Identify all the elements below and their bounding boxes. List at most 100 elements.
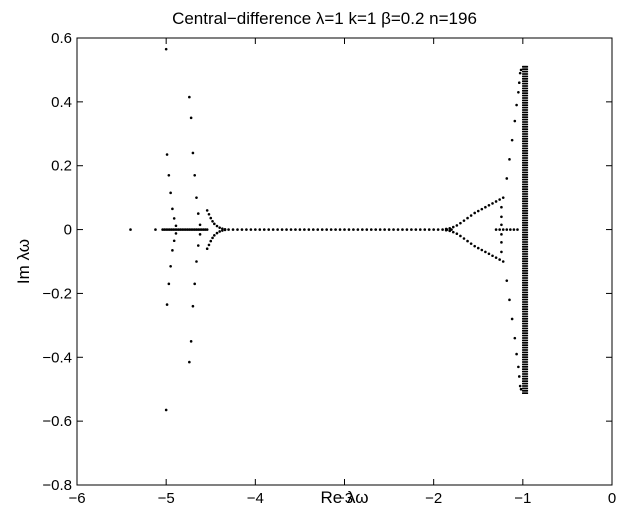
data-point <box>513 336 517 340</box>
data-point <box>249 228 253 231</box>
data-point <box>294 228 297 231</box>
data-point <box>168 228 172 231</box>
data-point <box>188 360 191 364</box>
data-point <box>498 258 501 261</box>
data-point <box>218 226 221 229</box>
data-point <box>207 212 211 216</box>
data-point <box>191 304 195 308</box>
data-point <box>501 196 505 199</box>
data-point <box>476 246 480 250</box>
data-point <box>423 228 427 231</box>
data-point <box>510 138 514 142</box>
data-point <box>172 217 176 220</box>
data-point <box>466 216 469 220</box>
data-point <box>254 228 257 231</box>
chart-title: Central−difference λ=1 k=1 β=0.2 n=196 <box>172 9 477 28</box>
data-point <box>205 209 209 212</box>
data-point <box>512 228 516 231</box>
data-point <box>193 228 196 231</box>
data-point <box>236 228 239 231</box>
data-point <box>215 224 219 228</box>
data-point <box>517 375 521 378</box>
data-point <box>448 226 452 230</box>
data-point <box>298 228 302 231</box>
data-point <box>480 207 484 211</box>
data-point <box>500 223 503 227</box>
y-tick-label: −0.8 <box>42 477 72 494</box>
data-point <box>374 228 378 231</box>
data-point <box>189 228 193 231</box>
data-point <box>476 209 480 213</box>
data-point <box>334 228 337 231</box>
data-point <box>307 228 311 231</box>
data-point <box>508 298 511 302</box>
data-point <box>198 233 202 236</box>
data-point <box>164 228 168 231</box>
data-point <box>494 200 498 203</box>
data-point <box>184 228 188 231</box>
x-axis-label: Re λω <box>321 488 369 507</box>
data-point <box>316 228 320 231</box>
data-point <box>180 228 184 231</box>
data-point <box>164 47 168 51</box>
x-tick-label: −2 <box>425 490 442 507</box>
data-point <box>455 232 459 236</box>
y-tick-label: −0.4 <box>42 349 72 366</box>
x-tick-label: 0 <box>608 490 616 507</box>
data-point <box>518 71 522 75</box>
data-point <box>200 228 204 231</box>
data-point <box>365 228 369 231</box>
data-point <box>195 260 198 263</box>
data-point <box>172 239 176 243</box>
data-point <box>196 244 200 247</box>
data-point <box>172 228 175 231</box>
data-point <box>491 202 494 205</box>
data-point <box>356 228 360 231</box>
data-point <box>169 264 172 268</box>
data-point <box>329 228 333 231</box>
data-point <box>195 196 198 199</box>
y-axis-ticks: −0.8 −0.6 −0.4 −0.2 0 0.2 0.4 0.6 <box>42 30 612 494</box>
data-point <box>432 228 435 231</box>
data-point <box>451 225 455 229</box>
data-point <box>501 260 505 263</box>
x-tick-label: −3 <box>336 490 353 507</box>
data-point <box>347 228 351 231</box>
data-point <box>480 248 484 252</box>
data-point <box>188 228 191 231</box>
data-point <box>191 151 195 155</box>
x-axis-ticks: −6 −5 −4 −3 −2 −1 0 <box>68 38 616 507</box>
data-point <box>515 352 518 356</box>
data-point <box>177 228 180 231</box>
data-point <box>396 228 400 231</box>
data-point <box>487 252 491 256</box>
data-point <box>325 228 328 231</box>
data-point <box>167 173 171 177</box>
data-point <box>195 228 198 231</box>
data-point <box>519 68 523 72</box>
data-point <box>262 228 266 231</box>
data-point <box>189 116 193 120</box>
data-point <box>165 303 169 306</box>
data-point <box>484 205 487 209</box>
data-point <box>519 387 523 391</box>
data-point <box>505 279 509 282</box>
data-point <box>285 228 288 231</box>
data-point <box>209 216 213 220</box>
data-point <box>418 228 422 231</box>
data-point <box>469 214 473 217</box>
data-point <box>508 158 511 161</box>
data-point <box>215 231 219 235</box>
plot-area-frame <box>76 37 613 486</box>
data-point <box>245 228 248 231</box>
data-point <box>469 242 473 245</box>
data-point <box>427 228 431 231</box>
data-point <box>448 229 452 233</box>
data-point <box>173 228 177 231</box>
data-point <box>171 207 174 211</box>
data-point <box>193 282 196 286</box>
data-point <box>154 228 157 231</box>
data-point <box>198 223 202 227</box>
data-point <box>205 247 209 251</box>
y-tick-label: 0 <box>64 222 72 239</box>
